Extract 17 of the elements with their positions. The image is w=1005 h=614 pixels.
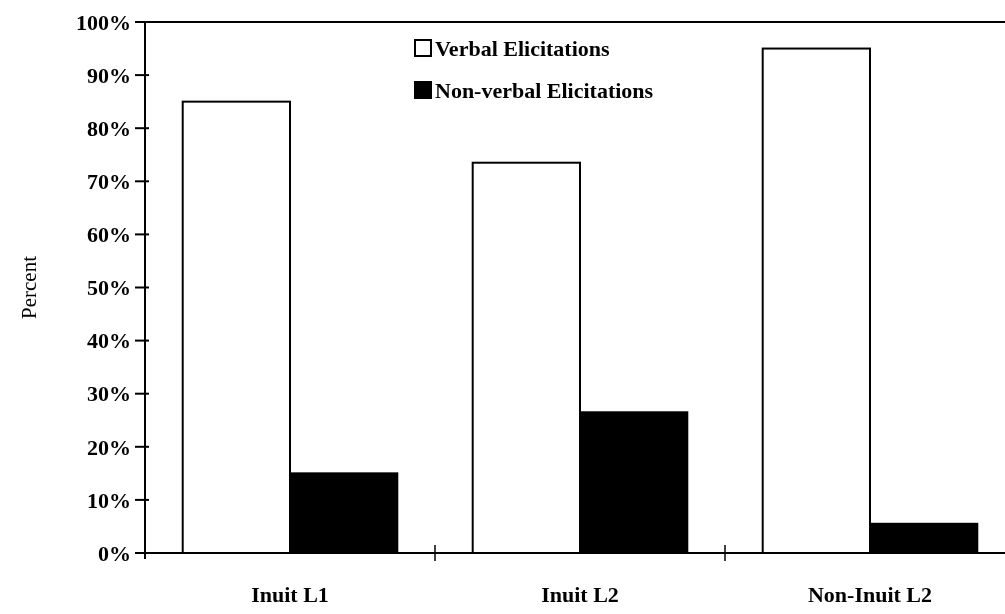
y-tick-label: 10% (87, 487, 131, 513)
legend-label: Non-verbal Elicitations (435, 77, 654, 103)
x-tick-label: Inuit L1 (251, 582, 329, 607)
y-tick-label: 80% (87, 115, 131, 141)
y-tick-label: 70% (87, 169, 131, 194)
y-tick-label: 90% (87, 62, 131, 88)
y-tick-label: 50% (87, 275, 131, 301)
x-tick-label: Inuit L2 (541, 582, 619, 607)
y-axis-title: Percent (17, 255, 41, 319)
y-tick-label: 100% (76, 9, 131, 35)
y-tick-label: 40% (87, 328, 131, 354)
y-tick-label: 30% (87, 381, 131, 407)
y-tick-label: 0% (98, 540, 131, 566)
y-tick-label: 60% (87, 222, 131, 248)
y-tick-label: 20% (87, 434, 131, 460)
legend-label: Verbal Elicitations (435, 35, 611, 61)
x-tick-label: Non-Inuit L2 (807, 582, 933, 607)
